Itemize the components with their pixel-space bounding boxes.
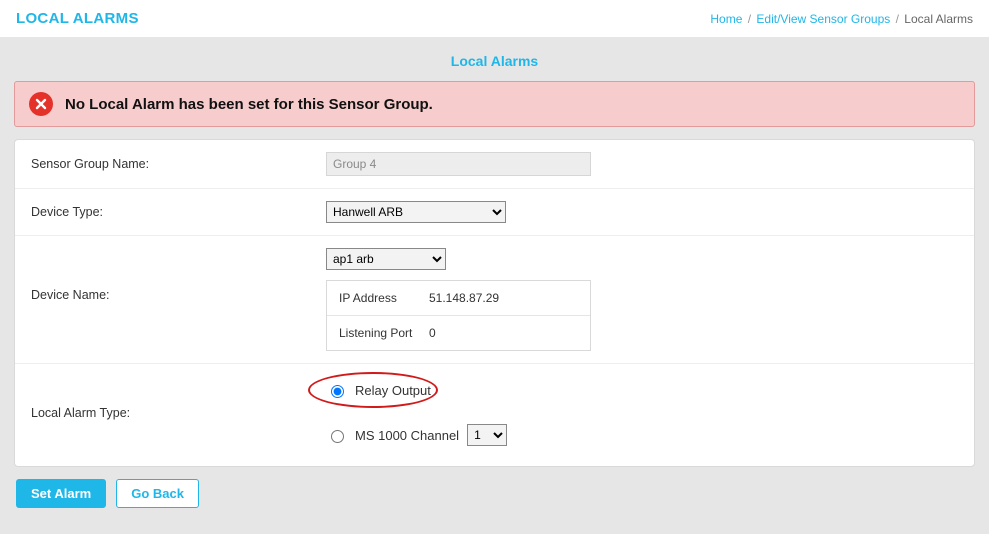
alarm-type-label: Local Alarm Type: <box>31 376 326 420</box>
row-alarm-type: Local Alarm Type: Relay Output MS 1000 C… <box>15 363 974 466</box>
ms1000-label: MS 1000 Channel <box>355 428 459 443</box>
row-device-type: Device Type: Hanwell ARB <box>15 188 974 235</box>
sensor-group-input <box>326 152 591 176</box>
breadcrumb-home-link[interactable]: Home <box>710 12 742 26</box>
device-type-label: Device Type: <box>31 205 326 219</box>
row-device-name: Device Name: ap1 arb IP Address 51.148.8… <box>15 235 974 363</box>
device-name-select[interactable]: ap1 arb <box>326 248 446 270</box>
ip-row: IP Address 51.148.87.29 <box>327 281 590 315</box>
error-icon <box>29 92 53 116</box>
ms1000-radio-row[interactable]: MS 1000 Channel 1 <box>326 424 958 446</box>
breadcrumb-current: Local Alarms <box>904 12 973 26</box>
port-label: Listening Port <box>339 326 429 340</box>
ip-value: 51.148.87.29 <box>429 291 499 305</box>
breadcrumb: Home / Edit/View Sensor Groups / Local A… <box>710 12 973 26</box>
relay-output-radio[interactable] <box>331 385 344 398</box>
port-value: 0 <box>429 326 436 340</box>
action-bar: Set Alarm Go Back <box>14 467 975 520</box>
form-card: Sensor Group Name: Device Type: Hanwell … <box>14 139 975 467</box>
breadcrumb-sensor-groups-link[interactable]: Edit/View Sensor Groups <box>756 12 890 26</box>
set-alarm-button[interactable]: Set Alarm <box>16 479 106 508</box>
device-type-select[interactable]: Hanwell ARB <box>326 201 506 223</box>
port-row: Listening Port 0 <box>327 315 590 350</box>
device-name-label: Device Name: <box>31 248 326 302</box>
ms1000-channel-select[interactable]: 1 <box>467 424 507 446</box>
sensor-group-label: Sensor Group Name: <box>31 157 326 171</box>
row-sensor-group: Sensor Group Name: <box>15 140 974 188</box>
relay-output-radio-row[interactable]: Relay Output <box>326 382 958 398</box>
section-title: Local Alarms <box>14 45 975 81</box>
ip-label: IP Address <box>339 291 429 305</box>
alert-text: No Local Alarm has been set for this Sen… <box>65 96 433 113</box>
top-bar: LOCAL ALARMS Home / Edit/View Sensor Gro… <box>0 0 989 37</box>
alert-banner: No Local Alarm has been set for this Sen… <box>14 81 975 127</box>
device-info-table: IP Address 51.148.87.29 Listening Port 0 <box>326 280 591 351</box>
breadcrumb-sep: / <box>896 12 899 26</box>
go-back-button[interactable]: Go Back <box>116 479 199 508</box>
page-title: LOCAL ALARMS <box>16 10 139 27</box>
breadcrumb-sep: / <box>748 12 751 26</box>
ms1000-radio[interactable] <box>331 430 344 443</box>
relay-output-label: Relay Output <box>355 383 431 398</box>
